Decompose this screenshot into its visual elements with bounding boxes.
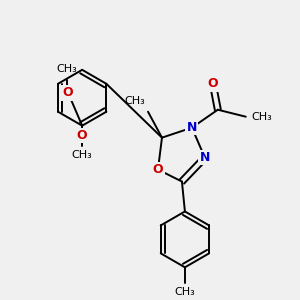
Text: CH₃: CH₃ <box>72 150 92 160</box>
Text: O: O <box>77 129 88 142</box>
Text: O: O <box>153 163 163 176</box>
Text: O: O <box>208 77 218 90</box>
Text: O: O <box>62 86 73 99</box>
Text: CH₃: CH₃ <box>57 64 78 74</box>
Text: CH₃: CH₃ <box>124 96 145 106</box>
Text: N: N <box>200 151 210 164</box>
Text: CH₃: CH₃ <box>252 112 272 122</box>
Text: CH₃: CH₃ <box>175 287 195 297</box>
Text: N: N <box>187 121 197 134</box>
